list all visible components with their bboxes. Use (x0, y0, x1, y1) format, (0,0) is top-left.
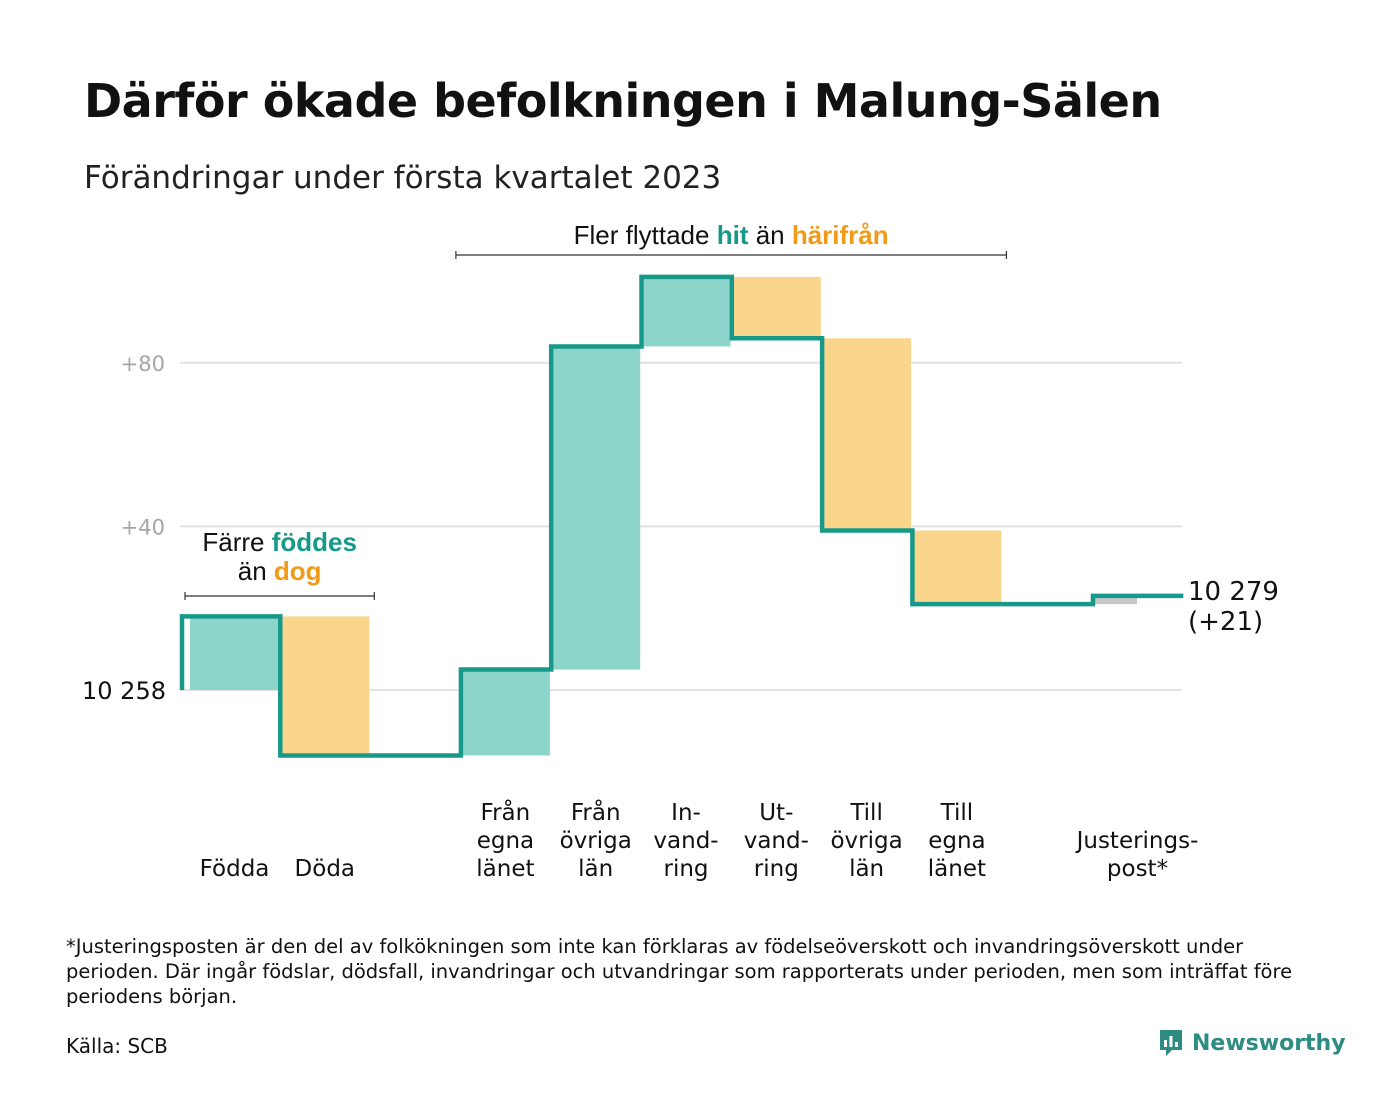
x-tick-label: ring (663, 856, 708, 882)
x-tick-label: egna (477, 828, 534, 854)
waterfall-bar (912, 530, 1002, 605)
annotation-segment: Färre (202, 527, 271, 557)
annotation-segment: hit (717, 220, 749, 250)
bars (190, 276, 1137, 756)
annotation-bracket (455, 251, 1008, 259)
chart-title: Därför ökade befolkningen i Malung-Sälen (84, 74, 1162, 128)
x-tick-label: länet (476, 856, 534, 882)
chart-subtitle: Förändringar under första kvartalet 2023 (84, 160, 722, 196)
brand-logo: Newsworthy (1158, 1028, 1346, 1058)
brand-name: Newsworthy (1192, 1030, 1346, 1056)
y-tick-label: +80 (121, 352, 165, 376)
annotation-text: Fler flyttade hit än härifrån (574, 220, 889, 250)
source-note: Källa: SCB (66, 1034, 168, 1058)
x-tick-label: Till (849, 800, 883, 826)
annotation-segment: härifrån (792, 220, 889, 250)
x-tick-label: län (578, 856, 613, 882)
x-tick-label: egna (928, 828, 985, 854)
annotation-segment: föddes (272, 527, 357, 557)
start-value-label: 10 258 (82, 677, 166, 705)
x-tick-label: vand- (744, 828, 809, 854)
step-line-group (179, 274, 1184, 758)
annotation-text: än dog (238, 556, 322, 586)
annotation-segment: dog (274, 556, 322, 586)
x-tick-label: Döda (295, 856, 355, 882)
x-tick-label: län (849, 856, 884, 882)
annotation-segment: än (238, 556, 274, 586)
annotation-text: Färre föddes (202, 527, 357, 557)
waterfall-bar (1095, 595, 1137, 605)
waterfall-bar (280, 616, 370, 756)
x-tick-label: vand- (653, 828, 718, 854)
waterfall-bar (460, 669, 550, 756)
x-tick-label: Från (481, 798, 531, 826)
x-tick-label: länet (928, 856, 986, 882)
x-tick-label: Justerings- (1075, 828, 1199, 854)
x-tick-label: In- (671, 800, 701, 826)
newsworthy-logo-icon (1160, 1030, 1182, 1056)
waterfall-bar (551, 346, 641, 670)
x-tick-label: Födda (200, 856, 270, 882)
waterfall-bar (731, 276, 821, 339)
step-line (179, 274, 1184, 758)
end-value-label: 10 279 (1188, 577, 1279, 607)
x-tick-label: övriga (560, 828, 632, 854)
annotation-bracket (184, 592, 375, 600)
x-tick-label: Ut- (759, 800, 793, 826)
waterfall-bar (641, 276, 731, 347)
footnote: *Justeringsposten är den del av folkökni… (66, 935, 1293, 1008)
x-tick-label: Från (571, 798, 621, 826)
end-change-label: (+21) (1188, 607, 1263, 637)
waterfall-bar (822, 338, 912, 531)
x-tick-label: ring (754, 856, 799, 882)
waterfall-bar (190, 616, 279, 690)
annotation-segment: Fler flyttade (574, 220, 717, 250)
x-tick-label: övriga (830, 828, 902, 854)
x-tick-label: post* (1107, 856, 1168, 882)
x-tick-label: Till (940, 800, 974, 826)
y-tick-label: +40 (121, 515, 165, 539)
annotation-segment: än (748, 220, 791, 250)
